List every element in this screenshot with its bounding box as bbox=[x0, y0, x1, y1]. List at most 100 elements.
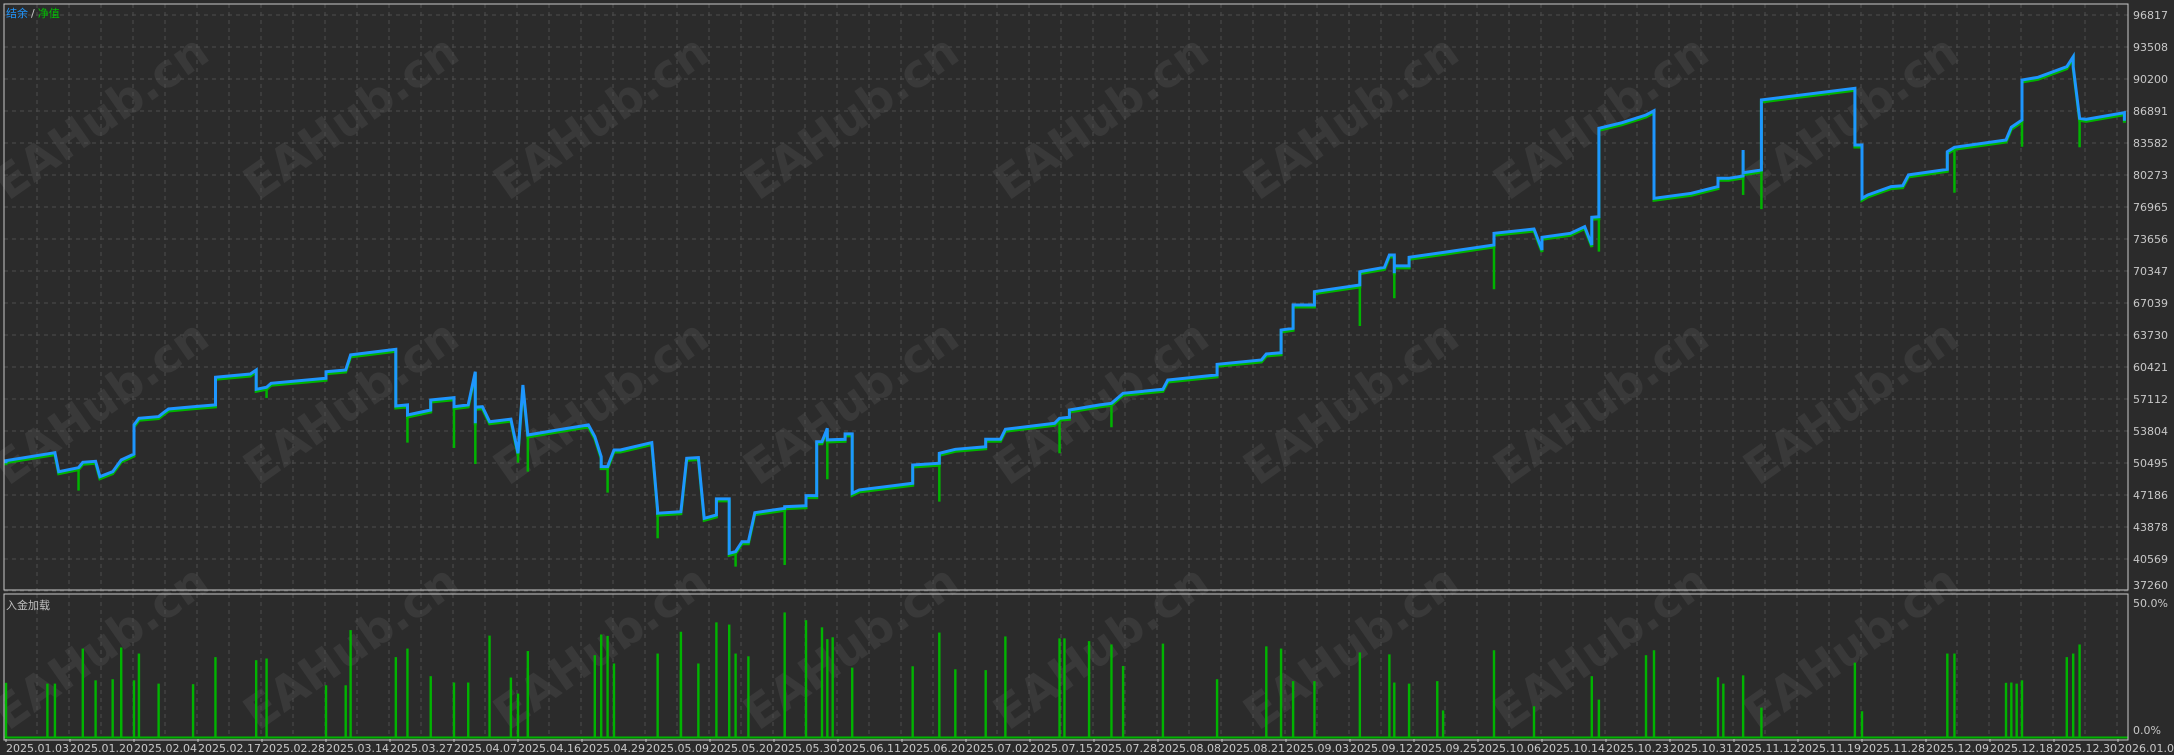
deposit-load-bar bbox=[111, 679, 114, 738]
x-tick-label: 2026.01.09 bbox=[2118, 742, 2174, 755]
deposit-load-bar bbox=[1590, 676, 1593, 738]
deposit-load-bar bbox=[1393, 682, 1396, 738]
y-tick-label: 86891 bbox=[2133, 105, 2168, 118]
chart-legend: 结余 / 净值 bbox=[6, 5, 60, 21]
deposit-load-bar bbox=[488, 635, 491, 738]
x-tick-label: 2025.10.23 bbox=[1606, 742, 1669, 755]
x-tick-label: 2025.06.11 bbox=[838, 742, 901, 755]
deposit-load-bar bbox=[984, 670, 987, 738]
deposit-load-bar bbox=[1716, 677, 1720, 738]
watermark-logo: EAHub.cn bbox=[483, 23, 718, 210]
deposit-load-bar bbox=[324, 685, 328, 738]
deposit-load-bar bbox=[679, 670, 683, 738]
y-tick-label: 63730 bbox=[2133, 329, 2168, 342]
deposit-load-bar bbox=[954, 669, 957, 738]
y-tick-label: 90200 bbox=[2133, 73, 2168, 86]
price-axis: 96817 93508 90200 86891 83582 80273 76965 73656… bbox=[2133, 9, 2168, 592]
y-tick-label: 76965 bbox=[2133, 201, 2168, 214]
x-tick-label: 2025.01.03 bbox=[6, 742, 69, 755]
deposit-load-bar bbox=[2078, 644, 2081, 738]
deposit-load-bar bbox=[516, 693, 520, 738]
y-tick-label: 96817 bbox=[2133, 9, 2168, 22]
deposit-load-bar bbox=[46, 683, 49, 738]
x-tick-label: 2025.07.02 bbox=[966, 742, 1029, 755]
y-tick-label: 43878 bbox=[2133, 521, 2168, 534]
deposit-load-bar bbox=[132, 680, 136, 738]
deposit-load-bar bbox=[1358, 652, 1362, 738]
x-tick-label: 2025.06.20 bbox=[902, 742, 965, 755]
watermark-logo: EAHub.cn bbox=[1233, 308, 1468, 495]
deposit-load-bar bbox=[452, 682, 456, 738]
deposit-load-bar bbox=[344, 685, 347, 738]
x-tick-label: 2025.02.17 bbox=[198, 742, 261, 755]
y-tick-label: 37260 bbox=[2133, 579, 2168, 592]
watermark-logo: EAHub.cn bbox=[1233, 23, 1468, 210]
x-tick-label: 2025.02.04 bbox=[134, 742, 197, 755]
deposit-load-bar bbox=[820, 627, 824, 738]
deposit-load-bar bbox=[1121, 665, 1125, 738]
deposit-load-bar bbox=[2015, 683, 2018, 738]
deposit-load-bar bbox=[851, 667, 854, 738]
deposit-load-bar bbox=[1161, 643, 1165, 738]
y-tick-label: 50495 bbox=[2133, 457, 2168, 470]
x-tick-label: 2025.08.21 bbox=[1222, 742, 1285, 755]
deposit-load-bar bbox=[783, 680, 786, 738]
x-tick-label: 2025.12.18 bbox=[1990, 742, 2053, 755]
x-tick-label: 2025.10.31 bbox=[1670, 742, 1733, 755]
deposit-load-bar bbox=[137, 653, 141, 738]
deposit-load-bar bbox=[94, 680, 97, 738]
watermark-logo: EAHub.cn bbox=[0, 553, 218, 740]
grid bbox=[4, 4, 2128, 738]
deposit-load-bar bbox=[1058, 638, 1061, 738]
watermark-logo: EAHub.cn bbox=[1483, 553, 1718, 740]
sub-panel-border bbox=[3, 593, 2129, 741]
deposit-load-bar bbox=[826, 639, 829, 738]
deposit-load-bar bbox=[1760, 707, 1763, 738]
deposit-load-bar bbox=[349, 630, 352, 738]
deposit-load-bar bbox=[1644, 655, 1648, 738]
deposit-load-bar bbox=[593, 655, 596, 738]
x-tick-label: 2025.08.08 bbox=[1158, 742, 1221, 755]
y-tick-label: 80273 bbox=[2133, 169, 2168, 182]
deposit-load-bar bbox=[1215, 679, 1219, 738]
deposit-load-bar bbox=[911, 666, 914, 738]
x-tick-label: 2025.07.28 bbox=[1094, 742, 1157, 755]
chart-frame bbox=[3, 3, 2129, 741]
percent-tick-label: 50.0% bbox=[2133, 597, 2168, 610]
x-tick-label: 2025.09.25 bbox=[1414, 742, 1477, 755]
deposit-load-bar bbox=[509, 677, 513, 738]
x-tick-label: 2025.12.09 bbox=[1926, 742, 1989, 755]
watermark-logo: EAHub.cn bbox=[983, 308, 1218, 495]
balance-equity-plot bbox=[4, 51, 2126, 567]
deposit-load-bar bbox=[120, 647, 123, 738]
deposit-load-bar bbox=[728, 624, 731, 738]
watermark-logo: EAHub.cn bbox=[233, 23, 468, 210]
deposit-load-bar bbox=[157, 683, 160, 738]
deposit-load-bar bbox=[656, 653, 659, 738]
deposit-load-bar bbox=[1652, 650, 1656, 738]
deposit-load-bar bbox=[2004, 682, 2008, 738]
x-tick-label: 2025.07.15 bbox=[1030, 742, 1093, 755]
deposit-load-bar bbox=[1279, 648, 1283, 738]
deposit-load-bar bbox=[1741, 675, 1745, 738]
deposit-load-title: 入金加载 bbox=[6, 599, 50, 612]
deposit-load-bar bbox=[1436, 681, 1439, 738]
deposit-load-bar bbox=[1110, 644, 1113, 738]
deposit-load-bar bbox=[612, 663, 616, 738]
deposit-load-bar bbox=[1860, 711, 1864, 738]
x-tick-label: 2025.10.06 bbox=[1478, 742, 1541, 755]
deposit-load-bar bbox=[2072, 653, 2075, 738]
deposit-load-bar bbox=[715, 622, 718, 738]
watermark-logo: EAHub.cn bbox=[1733, 553, 1968, 740]
deposit-load-bar bbox=[606, 635, 609, 738]
y-tick-label: 83582 bbox=[2133, 137, 2168, 150]
main-panel-border bbox=[3, 3, 2129, 591]
balance-line bbox=[4, 51, 2126, 556]
y-tick-label: 60421 bbox=[2133, 361, 2168, 374]
watermark-logo: EAHub.cn bbox=[983, 23, 1218, 210]
percent-tick-label: 0.0% bbox=[2133, 724, 2161, 737]
watermark-logo: EAHub.cn bbox=[1733, 23, 1968, 210]
x-tick-label: 2025.11.12 bbox=[1734, 742, 1797, 755]
y-tick-label: 73656 bbox=[2133, 233, 2168, 246]
